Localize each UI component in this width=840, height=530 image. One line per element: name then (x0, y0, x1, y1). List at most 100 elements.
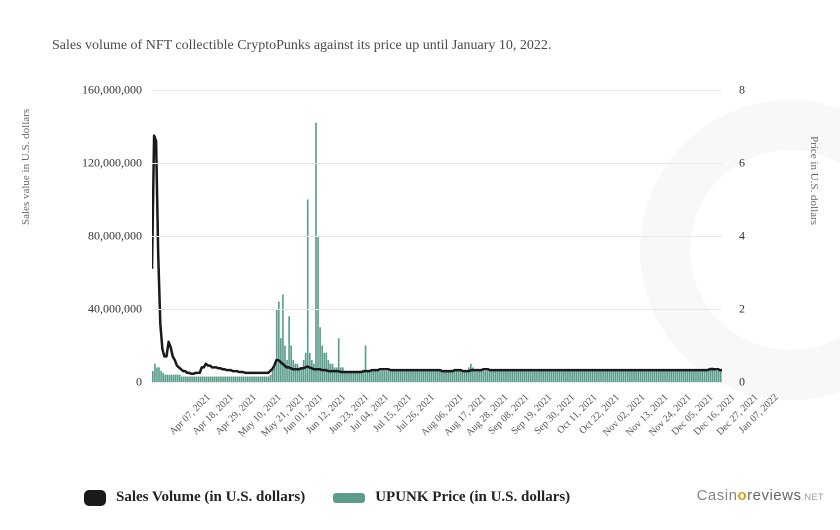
bar (292, 360, 294, 382)
bar (456, 371, 458, 382)
bar (387, 371, 389, 382)
bar (577, 371, 579, 382)
bar (530, 371, 532, 382)
bar (590, 371, 592, 382)
bar (683, 371, 685, 382)
bar (559, 371, 561, 382)
gridline (152, 309, 722, 310)
bar (437, 371, 439, 382)
bar (534, 371, 536, 382)
bar (447, 371, 449, 382)
bar (536, 371, 538, 382)
bar (375, 371, 377, 382)
y-tick-left: 80,000,000 (60, 229, 142, 244)
y-tick-left: 40,000,000 (60, 302, 142, 317)
bar (435, 371, 437, 382)
bar (482, 371, 484, 382)
bar (586, 371, 588, 382)
bar (656, 371, 658, 382)
bar (679, 371, 681, 382)
bar (315, 123, 317, 382)
bar (290, 346, 292, 383)
legend-item-upunk-price: UPUNK Price (in U.S. dollars) (333, 489, 570, 506)
y-axis-left-label: Sales value in U.S. dollars (20, 109, 32, 225)
bar (507, 371, 509, 382)
bar (478, 371, 480, 382)
bar (474, 371, 476, 382)
bar (565, 371, 567, 382)
bar (582, 371, 584, 382)
bar (408, 371, 410, 382)
bar (371, 371, 373, 382)
bar (511, 371, 513, 382)
bar (410, 371, 412, 382)
bar (650, 371, 652, 382)
bar (423, 371, 425, 382)
bar (563, 371, 565, 382)
bar (441, 371, 443, 382)
legend-label: Sales Volume (in U.S. dollars) (116, 489, 305, 506)
bar (489, 371, 491, 382)
bar (286, 360, 288, 382)
bar (621, 371, 623, 382)
bar (503, 371, 505, 382)
bar (705, 371, 707, 382)
bar (158, 367, 160, 382)
bar (540, 371, 542, 382)
bar (152, 371, 154, 382)
y-tick-left: 120,000,000 (60, 156, 142, 171)
bar (668, 371, 670, 382)
bar (365, 346, 367, 383)
bar (701, 371, 703, 382)
bar (594, 371, 596, 382)
bar (297, 364, 299, 382)
bar (687, 371, 689, 382)
bar (644, 371, 646, 382)
bar (303, 360, 305, 382)
legend-swatch-bar (333, 493, 365, 503)
bar (464, 371, 466, 382)
bar (179, 375, 181, 382)
gridline (152, 163, 722, 164)
bar (282, 294, 284, 382)
bar (385, 371, 387, 382)
bar (381, 371, 383, 382)
bar (672, 371, 674, 382)
legend-item-sales-volume: Sales Volume (in U.S. dollars) (84, 489, 305, 506)
bar (270, 375, 272, 382)
bar (542, 371, 544, 382)
bar (485, 371, 487, 382)
bar (412, 371, 414, 382)
bar (602, 371, 604, 382)
bar (544, 371, 546, 382)
bar (493, 371, 495, 382)
chart-subtitle: Sales volume of NFT collectible CryptoPu… (52, 38, 551, 54)
bar (518, 371, 520, 382)
bar (526, 371, 528, 382)
bar (596, 371, 598, 382)
bar (406, 371, 408, 382)
bar (685, 371, 687, 382)
bar (377, 371, 379, 382)
bar (288, 316, 290, 382)
bar (476, 371, 478, 382)
bar (681, 371, 683, 382)
bar (173, 375, 175, 382)
bar (499, 371, 501, 382)
bar (458, 371, 460, 382)
bar (272, 369, 274, 382)
bar (398, 371, 400, 382)
bar (716, 371, 718, 382)
bar (501, 371, 503, 382)
bar (615, 371, 617, 382)
bar (654, 371, 656, 382)
bar (154, 364, 156, 382)
bar (714, 369, 716, 382)
bar (509, 371, 511, 382)
bar (658, 371, 660, 382)
bar (505, 371, 507, 382)
bar (646, 371, 648, 382)
bar (340, 367, 342, 382)
legend: Sales Volume (in U.S. dollars) UPUNK Pri… (84, 489, 570, 506)
bar (613, 371, 615, 382)
